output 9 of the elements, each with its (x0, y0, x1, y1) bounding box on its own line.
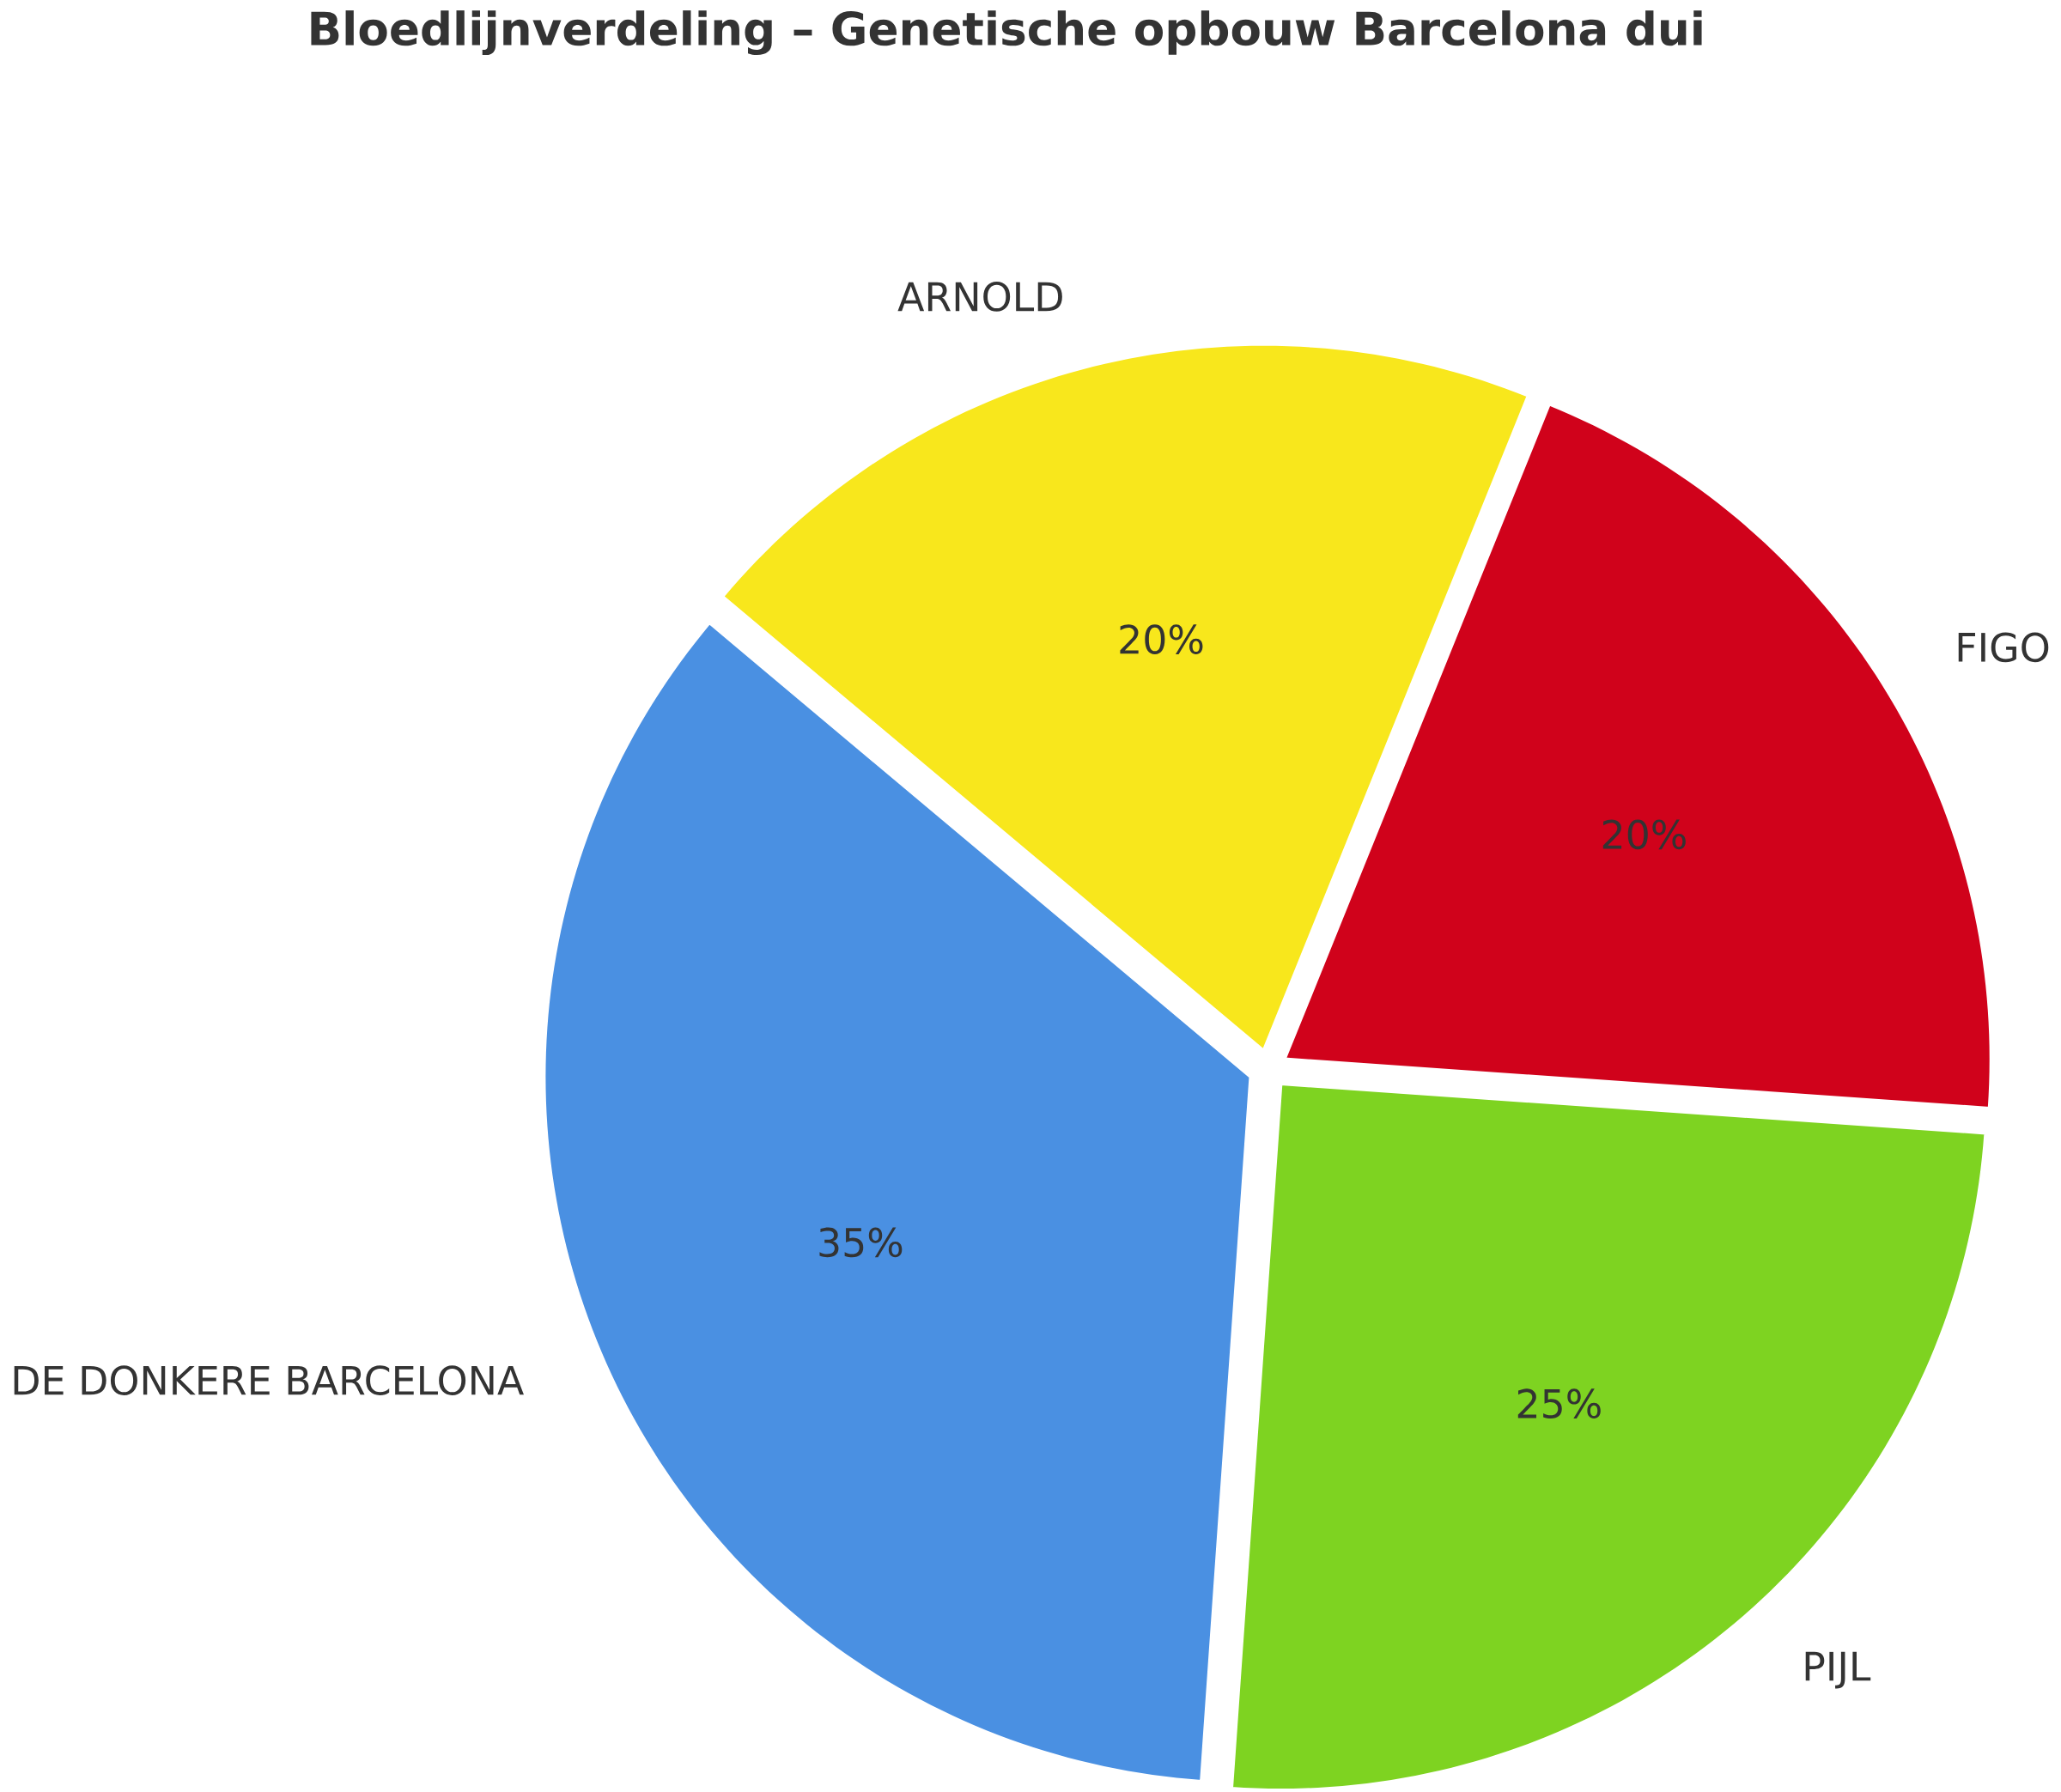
slice-label: FIGO (1958, 632, 2049, 663)
data-label: 20% (1120, 624, 1203, 655)
data-label: 35% (819, 1227, 903, 1258)
slice-label: DE DONKERE BARCELONA (14, 1365, 524, 1396)
data-label: 25% (1517, 1388, 1601, 1419)
chart-title: Bloedlijnverdeling – Genetische opbouw Barcelona dui (311, 10, 1702, 56)
slice-label: ARNOLD (897, 282, 1062, 312)
slice-label: PIJL (1805, 1652, 1871, 1689)
data-label: 20% (1602, 819, 1686, 850)
